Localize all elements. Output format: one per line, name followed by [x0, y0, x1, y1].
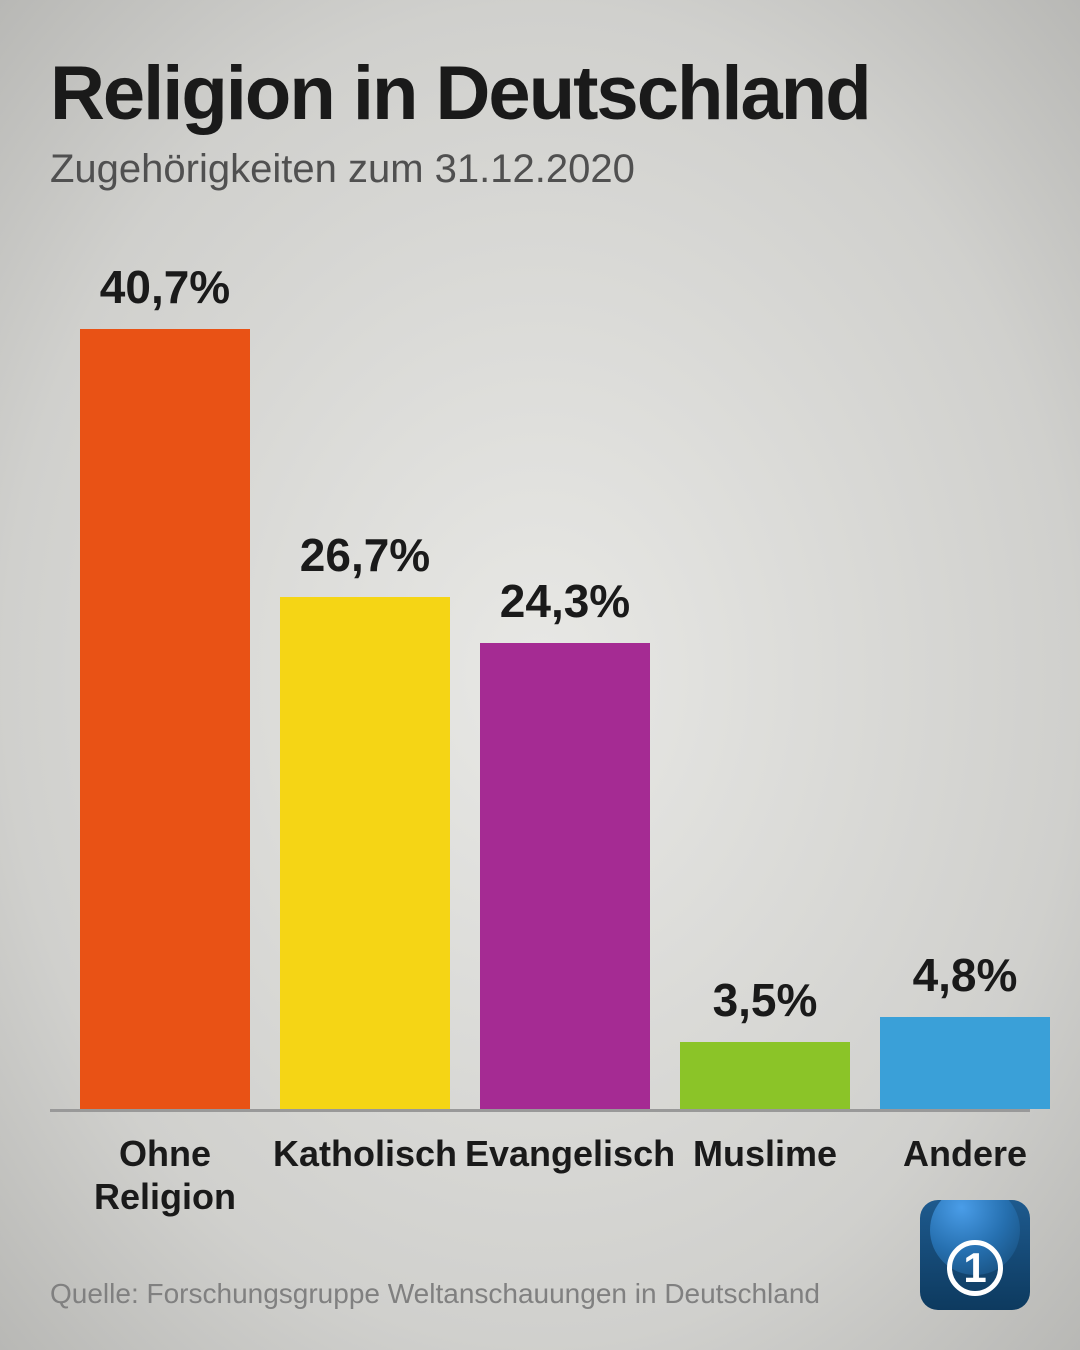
bar-value-1: 26,7% — [300, 528, 430, 582]
footer: Quelle: Forschungsgruppe Weltanschauunge… — [50, 1200, 1030, 1310]
bar-value-2: 24,3% — [500, 574, 630, 628]
bar-group-4: 4,8% — [880, 948, 1050, 1109]
bar-3 — [680, 1042, 850, 1109]
bar-value-3: 3,5% — [713, 973, 818, 1027]
bar-1 — [280, 597, 450, 1109]
logo-circle: 1 — [947, 1240, 1003, 1296]
bar-value-0: 40,7% — [100, 260, 230, 314]
chart-subtitle: Zugehörigkeiten zum 31.12.2020 — [50, 147, 1030, 192]
bar-group-0: 40,7% — [80, 260, 250, 1109]
broadcaster-logo: 1 — [920, 1200, 1030, 1310]
source-text: Quelle: Forschungsgruppe Weltanschauunge… — [50, 1278, 820, 1310]
bar-group-3: 3,5% — [680, 973, 850, 1109]
bar-4 — [880, 1017, 1050, 1109]
bar-0 — [80, 329, 250, 1109]
bar-group-2: 24,3% — [480, 574, 650, 1109]
bar-group-1: 26,7% — [280, 528, 450, 1109]
bar-label-2: Evangelisch — [465, 1132, 665, 1175]
bar-label-3: Muslime — [665, 1132, 865, 1175]
bar-value-4: 4,8% — [913, 948, 1018, 1002]
logo-text: 1 — [963, 1244, 986, 1292]
bar-label-4: Andere — [865, 1132, 1065, 1175]
bar-2 — [480, 643, 650, 1109]
bar-label-1: Katholisch — [265, 1132, 465, 1175]
chart-title: Religion in Deutschland — [50, 50, 1030, 137]
chart-area: 40,7% 26,7% 24,3% 3,5% 4,8% — [50, 252, 1030, 1112]
chart-container: Religion in Deutschland Zugehörigkeiten … — [0, 0, 1080, 1262]
